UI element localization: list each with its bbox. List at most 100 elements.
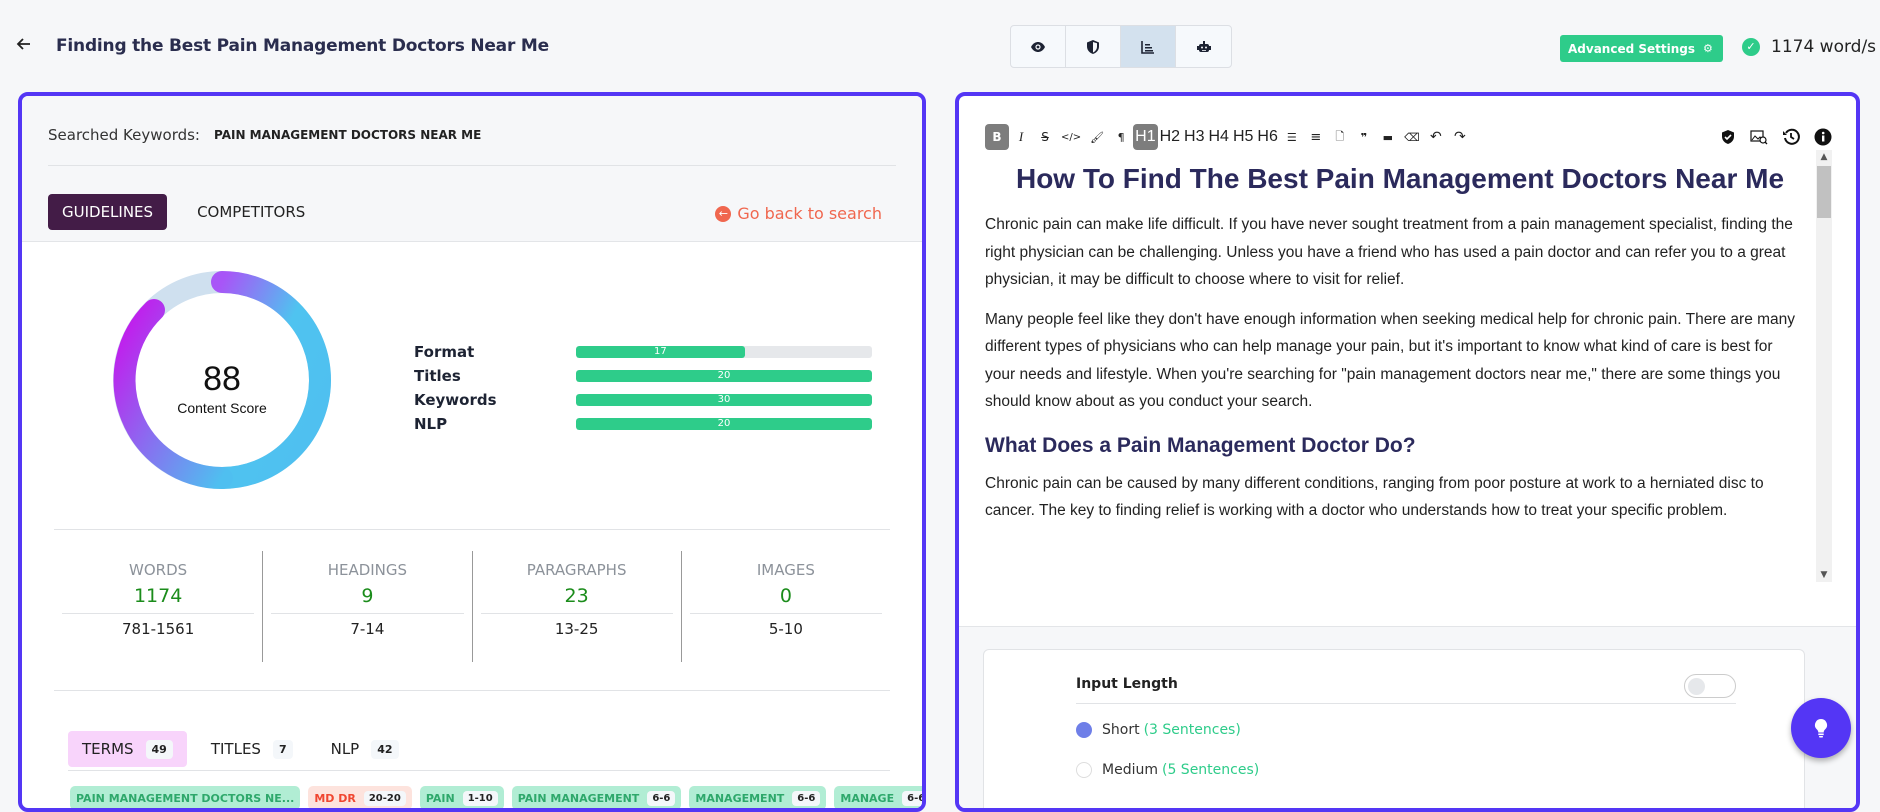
redo-button[interactable]: ↷ [1448,124,1472,150]
h6-button[interactable]: H6 [1255,124,1279,150]
editor-content[interactable]: How To Find The Best Pain Management Doc… [985,156,1815,586]
eye-icon [1031,41,1045,52]
section-heading[interactable]: What Does a Pain Management Doctor Do? [985,433,1416,457]
score-bar-titles: Titles 20 [414,364,872,388]
bar-value: 20 [717,418,731,429]
quote-button[interactable]: ❞ [1352,124,1376,150]
guidelines-panel: Searched Keywords: PAIN MANAGEMENT DOCTO… [18,92,926,812]
radio-label: Medium [1102,762,1158,778]
stat-paragraphs: PARAGRAPHS 23 13-25 [473,551,682,662]
bar-label: Format [414,343,475,361]
h1-button[interactable]: H1 [1133,124,1158,150]
scroll-down-icon[interactable]: ▼ [1820,570,1828,580]
paragraph[interactable]: Chronic pain can be caused by many diffe… [985,474,1764,520]
advanced-settings-button[interactable]: Advanced Settings ⚙ [1560,35,1723,62]
chip-count: 6-6 [647,790,676,806]
radio-button[interactable] [1076,762,1092,778]
view-preview-button[interactable] [1011,26,1066,67]
article-title[interactable]: How To Find The Best Pain Management Doc… [1015,163,1785,194]
insert-file-button[interactable]: 🗋 [1328,124,1352,150]
history-icon [1783,128,1800,145]
image-search-button[interactable] [1746,124,1772,150]
radio-medium[interactable]: Medium (5 Sentences) [1076,762,1259,778]
h3-button[interactable]: H3 [1182,124,1206,150]
bar-chart-icon [1141,40,1154,54]
back-button[interactable] [16,36,36,56]
ideas-fab-button[interactable] [1791,698,1851,758]
editor-toolbar: B I S </> 🖌 ¶ H1 H2 H3 H4 H5 H6 ☰ ≡ 🗋 ❞ … [985,124,1836,150]
chip-label: PAIN [425,791,455,805]
bar-track: 20 [576,370,872,382]
view-mode-group [1010,25,1232,68]
view-plagiarism-button[interactable] [1066,26,1121,67]
term-chip[interactable]: MANAGEMENT 6-6 [689,786,827,808]
h5-button[interactable]: H5 [1231,124,1255,150]
paragraph[interactable]: Many people feel like they don't have en… [985,310,1796,411]
stat-images: IMAGES 0 5-10 [682,551,890,662]
term-chip[interactable]: PAIN 1-10 [419,786,504,808]
bar-track: 17 [576,346,872,358]
info-icon [1814,128,1832,146]
arrow-left-icon [16,38,30,50]
undo-button[interactable]: ↶ [1424,124,1448,150]
term-chip[interactable]: MANAGE 6-6 [834,786,922,808]
content-score-value: 88 [203,360,241,398]
radio-short[interactable]: Short (3 Sentences) [1076,722,1241,738]
content-score-donut [113,271,331,489]
view-analytics-button[interactable] [1121,26,1176,67]
h4-icon: H4 [1208,128,1229,145]
clear-format-button[interactable]: ⌫ [1400,124,1424,150]
count-badge: 7 [272,739,293,759]
bar-fill [576,394,872,406]
paragraph[interactable]: Chronic pain can make life difficult. If… [985,216,1793,288]
term-chip[interactable]: MD DR 20-20 [308,786,412,808]
editor-toolbar-right [1716,124,1836,150]
input-length-toggle[interactable] [1684,674,1736,698]
info-button[interactable] [1810,124,1836,150]
robot-icon [1196,40,1211,52]
bullet-list-button[interactable]: ☰ [1280,124,1304,150]
chip-label: PAIN MANAGEMENT DOCTORS NE... [76,791,295,805]
searched-keywords: Searched Keywords: PAIN MANAGEMENT DOCTO… [48,126,896,166]
radio-button[interactable] [1076,722,1092,738]
plagiarism-check-button[interactable] [1716,124,1740,150]
h1-icon: H1 [1135,128,1156,145]
stat-range: 781-1561 [122,620,195,638]
paragraph-button[interactable]: ¶ [1109,124,1133,150]
stat-value: 23 [480,585,673,614]
tab-titles[interactable]: TITLES 7 [197,731,307,767]
editor-panel: B I S </> 🖌 ¶ H1 H2 H3 H4 H5 H6 ☰ ≡ 🗋 ❞ … [955,92,1860,812]
tab-label: TERMS [82,740,134,758]
h4-button[interactable]: H4 [1207,124,1231,150]
italic-button[interactable]: I [1009,124,1033,150]
redo-icon: ↷ [1453,129,1466,145]
highlight-button[interactable]: 🖌 [1085,124,1109,150]
tab-guidelines[interactable]: GUIDELINES [48,194,168,230]
history-button[interactable] [1778,124,1804,150]
go-back-label: Go back to search [737,204,882,223]
scrollbar-thumb[interactable] [1817,166,1831,218]
divider [54,690,890,691]
term-tabs: TERMS 49 TITLES 7 NLP 42 [68,731,413,767]
editor-scrollbar[interactable]: ▲ ▼ [1816,150,1832,582]
bold-button[interactable]: B [985,124,1009,150]
go-back-to-search-link[interactable]: ← Go back to search [715,204,882,223]
tab-competitors[interactable]: COMPETITORS [197,203,306,221]
tab-nlp[interactable]: NLP 42 [317,731,413,767]
count-badge: 49 [145,739,173,759]
term-chip[interactable]: PAIN MANAGEMENT DOCTORS NE... [70,786,301,808]
strikethrough-button[interactable]: S [1033,124,1057,150]
numbered-list-button[interactable]: ≡ [1304,124,1328,150]
code-button[interactable]: </> [1057,124,1085,150]
h2-button[interactable]: H2 [1158,124,1182,150]
view-ai-button[interactable] [1176,26,1231,67]
term-chip[interactable]: PAIN MANAGEMENT 6-6 [511,786,682,808]
scroll-up-icon[interactable]: ▲ [1820,152,1828,162]
chip-label: MANAGE [840,791,895,805]
searched-keywords-value: PAIN MANAGEMENT DOCTORS NEAR ME [214,128,482,142]
brush-icon: 🖌 [1090,130,1105,144]
stat-range: 7-14 [350,620,385,638]
tab-terms[interactable]: TERMS 49 [68,731,187,767]
chip-count: 1-10 [462,790,498,806]
horizontal-rule-button[interactable]: ▬ [1376,124,1400,150]
